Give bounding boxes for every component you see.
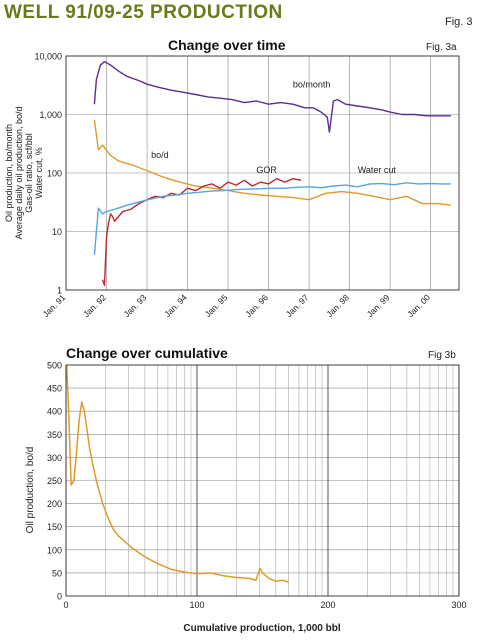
plot-frame xyxy=(65,55,460,291)
annotation-label: bo/d xyxy=(151,150,169,160)
x-tick-label: 300 xyxy=(451,600,466,610)
x-tick-label: Jan. 99 xyxy=(365,292,392,319)
figure-title: WELL 91/09-25 PRODUCTION xyxy=(4,2,283,23)
annotation-label: GOR xyxy=(256,165,277,175)
y-tick-label: 500 xyxy=(47,361,62,371)
series-line-bo-month xyxy=(93,61,451,133)
annotation-label: bo/month xyxy=(293,79,331,89)
chart-change-over-cumulative: Change over cumulative Fig 3b Oil produc… xyxy=(25,345,467,634)
y-axis-label-line: Oil production, bo/month xyxy=(4,124,14,222)
y-tick-label: 100 xyxy=(47,545,62,555)
x-tick-label: Jan. 00 xyxy=(405,292,432,319)
chart-title: Change over time xyxy=(168,37,286,53)
x-tick-label: 200 xyxy=(320,600,335,610)
y-tick-label: 10,000 xyxy=(34,52,62,62)
x-tick-label: Jan. 93 xyxy=(122,292,149,319)
chart-fig-label: Fig. 3a xyxy=(426,42,457,53)
y-tick-label: 150 xyxy=(47,522,62,532)
y-tick-label: 300 xyxy=(47,453,62,463)
y-tick-label: 50 xyxy=(52,568,62,578)
y-axis-label-line: Average daily oil production, bo/d xyxy=(14,107,24,240)
x-axis-label: Cumulative production, 1,000 bbl xyxy=(183,623,340,634)
x-tick-label: Jan. 92 xyxy=(81,292,108,319)
y-axis-label-line: Water cut, % xyxy=(34,147,44,198)
series-line-gor xyxy=(101,177,302,287)
y-tick-label: 250 xyxy=(47,476,62,486)
axis-ticks: 0 50 100 150 200 250 300 350 400 450 500 0 100 200 300 xyxy=(47,361,467,611)
x-tick-label: 100 xyxy=(189,600,204,610)
y-tick-label: 1,000 xyxy=(39,110,62,120)
y-tick-label: 0 xyxy=(57,592,62,602)
annotations: bo/month bo/d GOR Water cut xyxy=(151,79,396,175)
y-tick-label: 100 xyxy=(47,169,62,179)
y-tick-label: 450 xyxy=(47,384,62,394)
y-tick-label: 1 xyxy=(57,286,62,296)
chart-fig-label: Fig 3b xyxy=(428,350,456,361)
plot-frame xyxy=(65,364,460,597)
chart-change-over-time: Change over time Fig. 3a Oil production,… xyxy=(4,37,460,320)
x-tick-label: Jan. 97 xyxy=(284,292,311,319)
x-tick-label: Jan. 98 xyxy=(324,292,351,319)
x-tick-label: Jan. 94 xyxy=(162,292,189,319)
x-tick-label: Jan. 95 xyxy=(203,292,230,319)
y-axis-label-line: Gas-oil ratio, scf/bbl xyxy=(24,133,34,213)
y-tick-label: 200 xyxy=(47,499,62,509)
series-group xyxy=(93,61,451,287)
x-tick-label: 0 xyxy=(63,600,68,610)
y-tick-label: 350 xyxy=(47,430,62,440)
figure-label: Fig. 3 xyxy=(445,16,473,28)
x-tick-label: Jan. 96 xyxy=(243,292,270,319)
y-tick-label: 10 xyxy=(52,227,62,237)
y-axis-label: Oil production, bo/month Average daily oi… xyxy=(4,107,44,240)
annotation-label: Water cut xyxy=(358,165,397,175)
axis-ticks: 1 10 100 1,000 10,000 Jan. 91 Jan. 92 Jan. 93 Ja… xyxy=(34,52,432,320)
series-group xyxy=(65,364,289,583)
series-line-water-cut xyxy=(93,182,451,255)
y-axis-label: Oil production, bo/d xyxy=(25,447,36,534)
y-tick-label: 400 xyxy=(47,407,62,417)
x-tick-label: Jan. 91 xyxy=(41,292,68,319)
series-line-oil-production xyxy=(65,364,289,583)
grid xyxy=(65,364,460,597)
chart-title: Change over cumulative xyxy=(66,345,228,361)
series-line-bo-d xyxy=(93,120,451,206)
